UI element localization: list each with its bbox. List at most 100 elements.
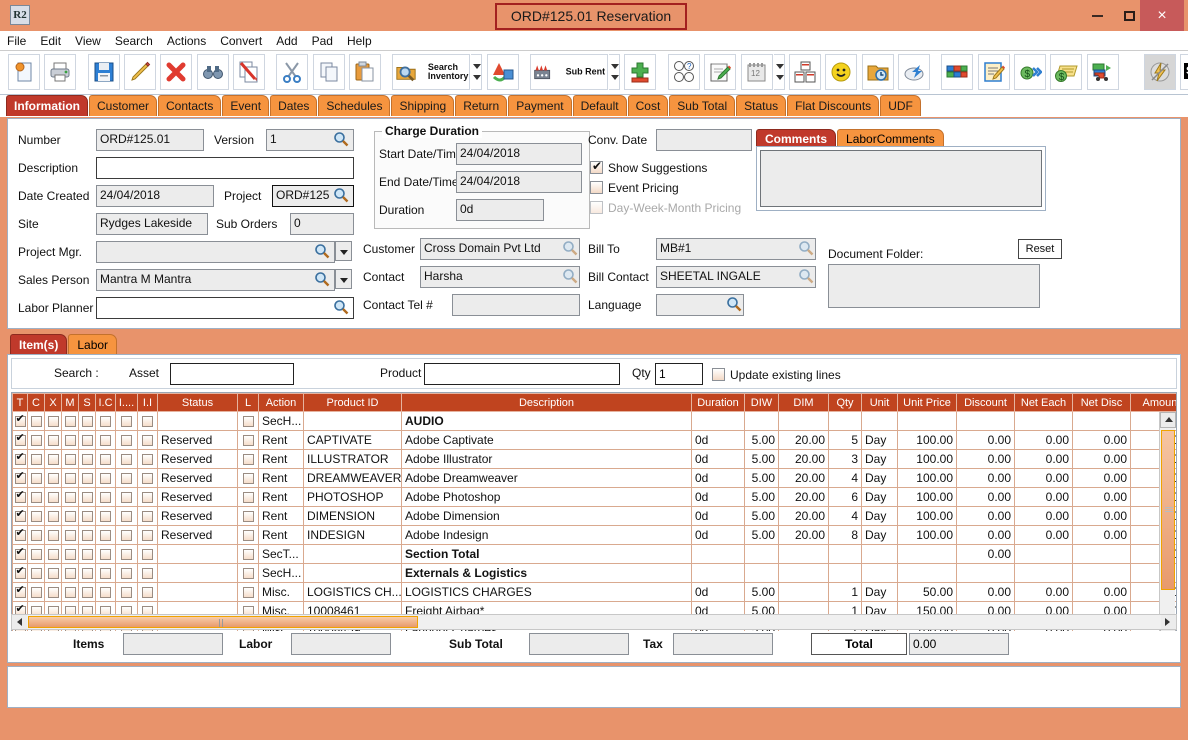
cell-unit-price[interactable]: 100.00	[897, 487, 957, 507]
row-checkbox-i[interactable]	[115, 468, 138, 488]
horizontal-scroll-thumb[interactable]	[28, 616, 418, 628]
col-qty[interactable]: Qty	[828, 393, 862, 412]
col-t[interactable]: T	[12, 393, 28, 412]
cell-unit-price[interactable]	[897, 563, 957, 583]
row-checkbox-m[interactable]	[61, 430, 79, 450]
version-field[interactable]: 1	[266, 129, 354, 151]
col-net-disc[interactable]: Net Disc	[1072, 393, 1131, 412]
version-search-icon[interactable]	[333, 131, 349, 147]
row-checkbox-s[interactable]	[78, 487, 96, 507]
checkbox-icon[interactable]	[64, 568, 76, 580]
row-checkbox-x[interactable]	[44, 563, 62, 583]
checkbox-icon[interactable]	[47, 416, 59, 428]
row-checkbox-l[interactable]	[237, 544, 259, 564]
cell-duration[interactable]	[691, 544, 745, 564]
cell-dim[interactable]	[778, 411, 829, 431]
end-datetime-field[interactable]: 24/04/2018	[456, 171, 582, 193]
cell-qty[interactable]	[828, 563, 862, 583]
cell-description[interactable]: Adobe Photoshop	[401, 487, 692, 507]
row-checkbox-x[interactable]	[44, 525, 62, 545]
search-inventory-dropdown[interactable]	[471, 54, 483, 90]
cell-action[interactable]: SecH...	[258, 411, 304, 431]
checkbox-icon[interactable]	[14, 470, 26, 485]
cell-diw[interactable]	[744, 411, 779, 431]
notepad-edit-icon[interactable]	[977, 54, 1010, 90]
checkbox-icon[interactable]	[242, 530, 254, 542]
col-discount[interactable]: Discount	[956, 393, 1015, 412]
checkbox-icon[interactable]	[100, 568, 111, 580]
checkbox-icon[interactable]	[30, 587, 42, 599]
row-checkbox-c[interactable]	[27, 487, 45, 507]
cell-diw[interactable]: 5.00	[744, 487, 779, 507]
checkbox-icon[interactable]	[64, 587, 76, 599]
cell-product-id[interactable]: LOGISTICS CH...	[303, 582, 402, 602]
cell-product-id[interactable]	[303, 411, 402, 431]
row-checkbox-ic[interactable]	[95, 487, 116, 507]
tab-payment[interactable]: Payment	[508, 95, 572, 116]
checkbox-icon[interactable]	[81, 435, 93, 447]
row-checkbox-x[interactable]	[44, 544, 62, 564]
vertical-scroll-thumb[interactable]	[1161, 430, 1175, 590]
col-duration[interactable]: Duration	[691, 393, 745, 412]
checkbox-icon[interactable]	[142, 473, 153, 485]
cell-description[interactable]: Adobe Dreamweaver	[401, 468, 692, 488]
menu-item-edit[interactable]: Edit	[40, 34, 62, 48]
checkbox-icon[interactable]	[242, 549, 254, 561]
cell-product-id[interactable]: DIMENSION	[303, 506, 402, 526]
row-checkbox-ic[interactable]	[95, 468, 116, 488]
show-suggestions-checkbox[interactable]	[590, 159, 603, 174]
menu-item-search[interactable]: Search	[114, 34, 153, 48]
menu-item-help[interactable]: Help	[346, 34, 372, 48]
delete-icon[interactable]	[160, 54, 193, 90]
cell-unit-price[interactable]: 100.00	[897, 430, 957, 450]
checkbox-icon[interactable]	[142, 454, 153, 466]
maximize-button[interactable]	[1113, 0, 1145, 31]
col-s[interactable]: S	[78, 393, 96, 412]
asset-input[interactable]	[170, 363, 294, 385]
cell-dim[interactable]: 20.00	[778, 525, 829, 545]
site-field[interactable]: Rydges Lakeside	[96, 213, 208, 235]
cell-qty[interactable]: 4	[828, 468, 862, 488]
scroll-right-arrow-icon[interactable]	[1161, 615, 1176, 629]
row-checkbox-t[interactable]	[12, 582, 28, 602]
cell-discount[interactable]	[956, 563, 1015, 583]
cell-net-each[interactable]: 0.00	[1014, 487, 1073, 507]
checkbox-icon[interactable]	[14, 546, 26, 561]
sales-person-dropdown[interactable]	[335, 269, 352, 289]
cell-net-each[interactable]: 0.00	[1014, 449, 1073, 469]
checkbox-icon[interactable]	[100, 416, 111, 428]
cell-unit[interactable]: Day	[861, 449, 898, 469]
tab-labor[interactable]: Labor	[68, 334, 118, 355]
row-checkbox-x[interactable]	[44, 487, 62, 507]
cell-status[interactable]: Reserved	[157, 506, 238, 526]
tab-default[interactable]: Default	[572, 95, 627, 116]
copy-icon[interactable]	[312, 54, 345, 90]
row-checkbox-m[interactable]	[61, 449, 79, 469]
cell-net-each[interactable]	[1014, 563, 1073, 583]
row-checkbox-ic[interactable]	[95, 449, 116, 469]
cell-duration[interactable]: 0d	[691, 468, 745, 488]
update-existing-lines-checkbox[interactable]	[712, 368, 725, 381]
row-checkbox-c[interactable]	[27, 468, 45, 488]
row-checkbox-ii[interactable]	[137, 563, 158, 583]
event-pricing-checkbox[interactable]	[590, 181, 603, 194]
cell-qty[interactable]: 8	[828, 525, 862, 545]
cell-net-disc[interactable]: 0.00	[1072, 506, 1131, 526]
cell-product-id[interactable]: INDESIGN	[303, 525, 402, 545]
cell-qty[interactable]: 3	[828, 449, 862, 469]
cell-unit-price[interactable]: 100.00	[897, 468, 957, 488]
sap-icon[interactable]: SAP	[1180, 54, 1188, 90]
checkbox-icon[interactable]	[14, 489, 26, 504]
col-dim[interactable]: DIM	[778, 393, 829, 412]
project-mgr-field[interactable]	[96, 241, 335, 263]
checkbox-icon[interactable]	[100, 511, 111, 523]
cell-status[interactable]: Reserved	[157, 430, 238, 450]
cell-description[interactable]: Adobe Indesign	[401, 525, 692, 545]
checkbox-icon[interactable]	[142, 511, 153, 523]
cell-description[interactable]: Adobe Illustrator	[401, 449, 692, 469]
checkbox-icon[interactable]	[30, 435, 42, 447]
cell-qty[interactable]	[828, 544, 862, 564]
row-checkbox-x[interactable]	[44, 449, 62, 469]
start-datetime-field[interactable]: 24/04/2018	[456, 143, 582, 165]
